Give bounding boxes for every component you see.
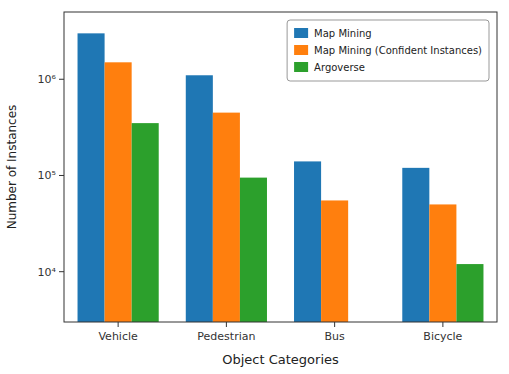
bar [429,204,456,322]
x-tick [226,322,227,327]
x-tick-label: Bicycle [423,330,462,343]
legend-entry: Map Mining (Confident Instances) [314,45,482,56]
x-tick [118,322,119,327]
chart: 10⁴ 10⁵ 10⁶ Vehicle Pedestrian Bus Bicycle Obje… [0,0,509,374]
bar [456,264,483,322]
bar [294,161,321,322]
legend-entry: Map Mining [314,28,372,39]
legend-swatch [294,45,308,55]
bar [132,123,159,322]
bar [213,113,240,322]
x-axis-label: Object Categories [222,352,339,367]
bar [186,75,213,322]
legend-box [287,20,489,81]
plot-frame [64,12,497,322]
bar [105,62,132,322]
y-tick [59,79,64,80]
y-tick [59,175,64,176]
bar [402,168,429,322]
legend-swatch [294,28,308,38]
y-tick-label: 10⁵ [38,169,56,182]
legend-swatch [294,62,308,72]
x-tick [442,322,443,327]
y-tick-label: 10⁴ [38,266,57,279]
bar [78,33,105,322]
x-tick-label: Bus [325,330,346,343]
y-tick-label: 10⁶ [38,73,57,86]
x-tick-label: Vehicle [98,330,138,343]
legend: Map Mining Map Mining (Confident Instance… [287,20,489,81]
x-tick [334,322,335,327]
bar [321,200,348,322]
y-axis-label: Number of Instances [5,105,19,230]
bar [240,178,267,322]
legend-entry: Argoverse [314,62,365,73]
y-tick [59,271,64,272]
x-tick-label: Pedestrian [197,330,255,343]
